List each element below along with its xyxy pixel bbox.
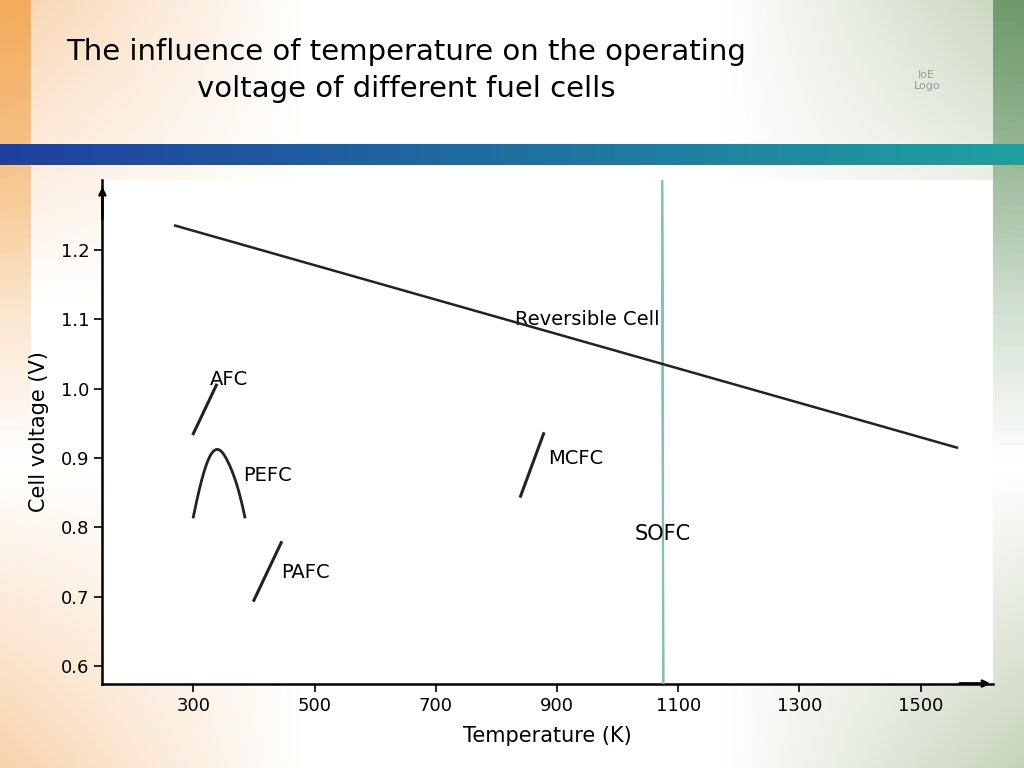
Text: Reversible Cell: Reversible Cell — [514, 310, 659, 329]
Text: The influence of temperature on the operating
voltage of different fuel cells: The influence of temperature on the oper… — [67, 38, 746, 103]
Text: MCFC: MCFC — [548, 449, 603, 468]
X-axis label: Temperature (K): Temperature (K) — [464, 726, 632, 746]
Text: IoE
Logo: IoE Logo — [913, 70, 940, 91]
Text: SOFC: SOFC — [635, 525, 691, 545]
Text: AFC: AFC — [210, 369, 249, 389]
Y-axis label: Cell voltage (V): Cell voltage (V) — [30, 352, 49, 512]
Text: PAFC: PAFC — [282, 563, 330, 582]
Text: PEFC: PEFC — [244, 466, 293, 485]
Ellipse shape — [545, 0, 781, 768]
